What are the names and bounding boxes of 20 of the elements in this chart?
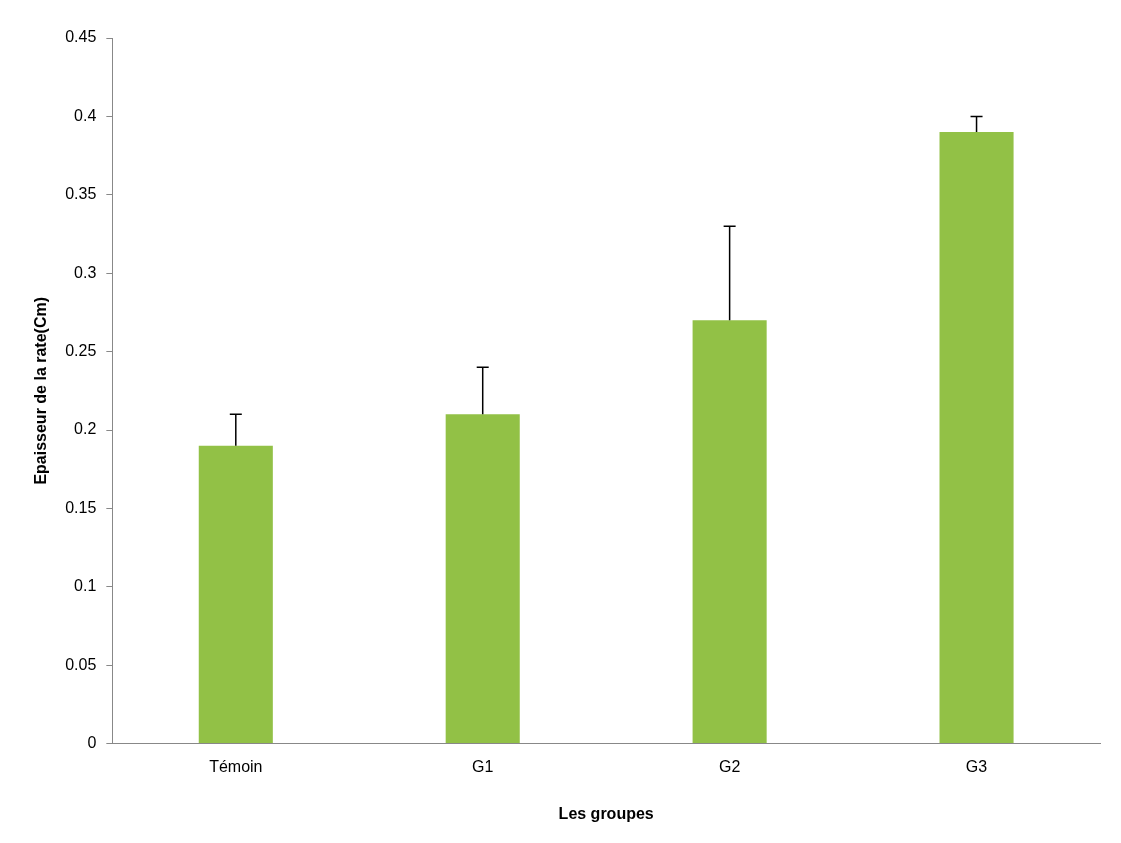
- y-tick-label: 0.35: [65, 185, 97, 203]
- y-tick-label: 0.15: [65, 498, 97, 516]
- y-tick-label: 0: [87, 734, 97, 752]
- x-tick-label: G1: [472, 757, 494, 775]
- y-tick-label: 0.2: [74, 420, 97, 438]
- y-tick-label: 0.4: [74, 106, 97, 124]
- y-tick-label: 0.3: [74, 263, 97, 281]
- x-axis-title: Les groupes: [558, 804, 654, 822]
- bar: [445, 414, 520, 744]
- y-tick-label: 0.1: [74, 577, 97, 595]
- bar: [939, 132, 1014, 744]
- y-axis-title: Epaisseur de la rate(Cm): [32, 296, 50, 485]
- y-tick-label: 0.05: [65, 655, 97, 673]
- y-tick-label: 0.45: [65, 28, 97, 46]
- x-tick-label: G2: [718, 757, 741, 775]
- x-tick-label: G3: [965, 757, 988, 775]
- y-tick-label: 0.25: [65, 342, 97, 360]
- bar: [692, 320, 767, 744]
- bar: [198, 445, 273, 744]
- x-tick-label: Témoin: [209, 757, 263, 775]
